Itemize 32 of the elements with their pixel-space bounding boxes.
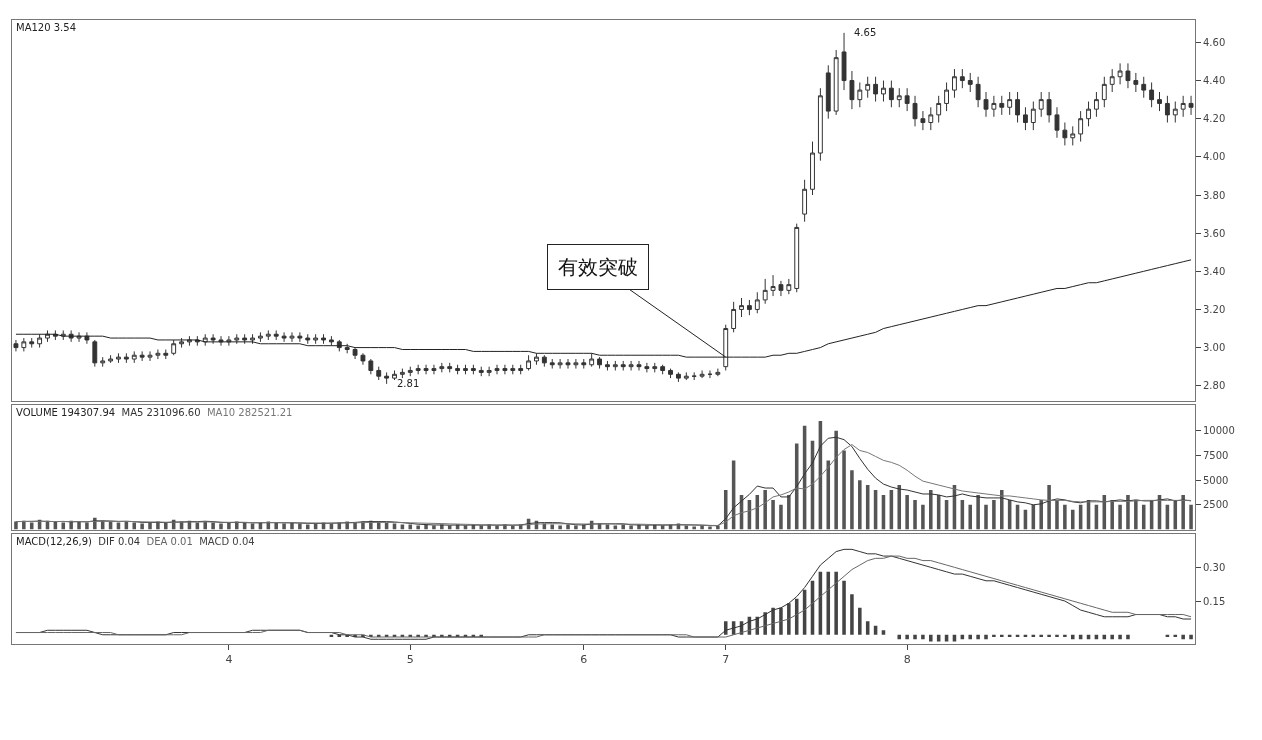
y-tick-label: 0.30	[1203, 561, 1226, 573]
text: MACD 0.04	[199, 536, 255, 547]
y-tick-label: 2.80	[1203, 380, 1226, 392]
y-tick-label: 4.40	[1203, 75, 1226, 87]
text: MA5 231096.60	[121, 407, 201, 418]
text: DIF 0.04	[98, 536, 141, 547]
x-tick-label: 4	[225, 652, 233, 666]
annotation: 2.81	[397, 378, 420, 389]
chart-title: VOLUME 194307.94	[16, 407, 116, 418]
y-tick-label: 0.15	[1203, 595, 1226, 607]
text: DEA 0.01	[146, 536, 193, 547]
y-tick-label: 3.80	[1203, 189, 1226, 201]
y-tick-label: 4.20	[1203, 113, 1226, 125]
y-tick-label: 2500	[1203, 499, 1229, 511]
y-tick-label: 7500	[1203, 449, 1229, 461]
y-tick-label: 3.40	[1203, 265, 1226, 277]
y-tick-label: 10000	[1203, 425, 1235, 437]
x-tick-label: 5	[406, 652, 414, 666]
y-tick-label: 5000	[1203, 474, 1229, 486]
y-tick-label: 4.60	[1203, 36, 1226, 48]
text: MA120 3.54	[16, 22, 76, 33]
annotation: 有效突破	[558, 255, 638, 279]
y-tick-label: 3.60	[1203, 227, 1226, 239]
y-tick-label: 4.00	[1203, 151, 1226, 163]
y-tick-label: 3.00	[1203, 342, 1226, 354]
chart-title: MACD(12,26,9)	[16, 536, 92, 547]
x-tick-label: 6	[580, 652, 588, 666]
annotation: 4.65	[854, 27, 877, 38]
x-tick-label: 8	[903, 652, 911, 666]
y-tick-label: 3.20	[1203, 303, 1226, 315]
text: MA10 282521.21	[206, 407, 293, 418]
x-tick-label: 7	[722, 652, 730, 666]
